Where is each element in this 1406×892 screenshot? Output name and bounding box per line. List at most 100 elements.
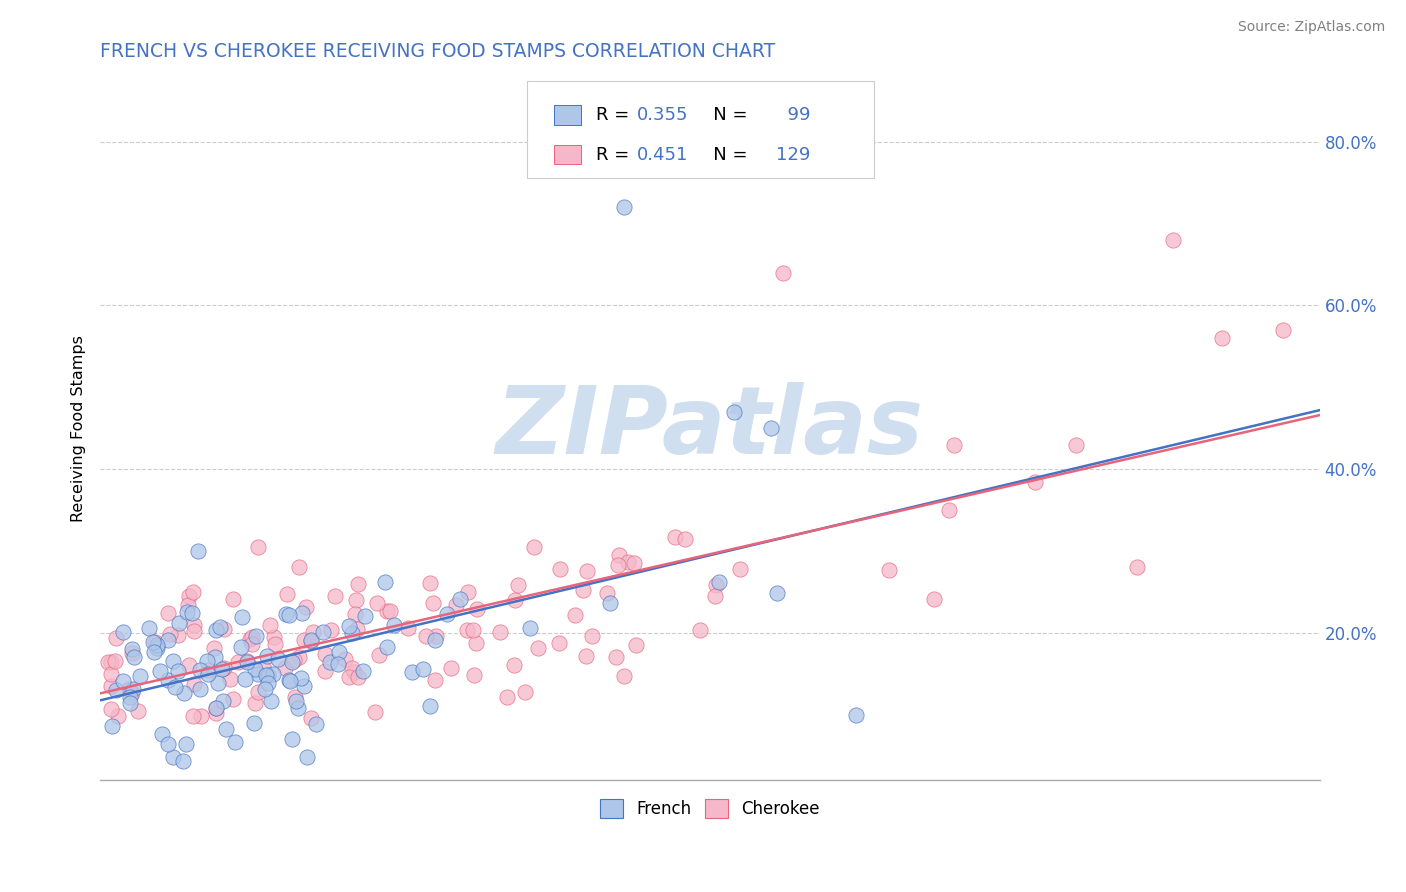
- Point: [212, 661, 235, 675]
- Point: [205, 706, 228, 721]
- Point: [183, 618, 205, 632]
- Point: [595, 586, 617, 600]
- Point: [344, 593, 367, 607]
- Point: [195, 654, 218, 668]
- Point: [314, 647, 336, 661]
- Point: [284, 690, 307, 704]
- Point: [190, 709, 212, 723]
- Point: [157, 632, 180, 647]
- Point: [188, 663, 211, 677]
- Point: [412, 662, 434, 676]
- Point: [689, 623, 711, 637]
- Point: [318, 655, 340, 669]
- Point: [328, 644, 350, 658]
- Point: [352, 664, 374, 678]
- Point: [274, 607, 297, 622]
- Point: [922, 592, 945, 607]
- Point: [231, 640, 253, 654]
- Point: [209, 620, 232, 634]
- Point: [280, 655, 302, 669]
- Point: [167, 628, 190, 642]
- Text: Source: ZipAtlas.com: Source: ZipAtlas.com: [1237, 20, 1385, 34]
- Point: [342, 626, 364, 640]
- Point: [211, 694, 233, 708]
- Point: [617, 555, 640, 569]
- Point: [100, 655, 122, 669]
- Point: [292, 632, 315, 647]
- Point: [599, 596, 621, 610]
- Point: [166, 664, 188, 678]
- Point: [374, 575, 396, 590]
- Point: [274, 661, 297, 675]
- Point: [347, 670, 370, 684]
- Point: [423, 673, 446, 687]
- Point: [197, 666, 219, 681]
- Point: [288, 559, 311, 574]
- Point: [263, 630, 285, 644]
- Point: [291, 606, 314, 620]
- Point: [305, 717, 328, 731]
- Point: [605, 650, 627, 665]
- Point: [457, 585, 479, 599]
- Point: [138, 621, 160, 635]
- Point: [508, 578, 530, 592]
- Point: [723, 405, 745, 419]
- Point: [215, 723, 238, 737]
- Point: [295, 750, 318, 764]
- Text: 0.451: 0.451: [637, 145, 689, 163]
- Point: [183, 677, 205, 691]
- Point: [100, 666, 122, 681]
- Point: [449, 592, 471, 607]
- Point: [766, 586, 789, 600]
- Point: [346, 577, 368, 591]
- Point: [129, 669, 152, 683]
- Point: [728, 562, 751, 576]
- Point: [187, 544, 209, 558]
- Point: [243, 662, 266, 676]
- Point: [143, 635, 166, 649]
- Text: 0.355: 0.355: [637, 106, 689, 124]
- Point: [772, 266, 794, 280]
- Point: [204, 701, 226, 715]
- Point: [236, 656, 259, 670]
- Point: [344, 607, 367, 621]
- Point: [177, 598, 200, 612]
- Point: [152, 726, 174, 740]
- Legend: French, Cherokee: French, Cherokee: [593, 792, 827, 825]
- FancyBboxPatch shape: [554, 145, 581, 164]
- Point: [299, 711, 322, 725]
- Point: [224, 734, 246, 748]
- Point: [183, 585, 205, 599]
- Point: [664, 530, 686, 544]
- Point: [489, 624, 512, 639]
- Point: [219, 672, 242, 686]
- Point: [319, 623, 342, 637]
- Point: [157, 606, 180, 620]
- Point: [121, 686, 143, 700]
- Point: [263, 637, 285, 651]
- Point: [101, 719, 124, 733]
- Point: [278, 608, 301, 623]
- Point: [111, 624, 134, 639]
- Point: [575, 649, 598, 664]
- Point: [623, 557, 645, 571]
- Point: [463, 623, 485, 637]
- Point: [120, 696, 142, 710]
- Point: [572, 582, 595, 597]
- Point: [548, 636, 571, 650]
- Point: [243, 696, 266, 710]
- Point: [299, 633, 322, 648]
- Point: [188, 682, 211, 697]
- Point: [197, 663, 219, 677]
- Point: [337, 619, 360, 633]
- Point: [246, 684, 269, 698]
- Point: [419, 576, 441, 591]
- Point: [325, 589, 347, 603]
- Point: [174, 737, 197, 751]
- Point: [299, 634, 322, 648]
- Point: [259, 617, 281, 632]
- Point: [704, 578, 727, 592]
- Point: [104, 631, 127, 645]
- Point: [179, 658, 201, 673]
- Point: [240, 638, 263, 652]
